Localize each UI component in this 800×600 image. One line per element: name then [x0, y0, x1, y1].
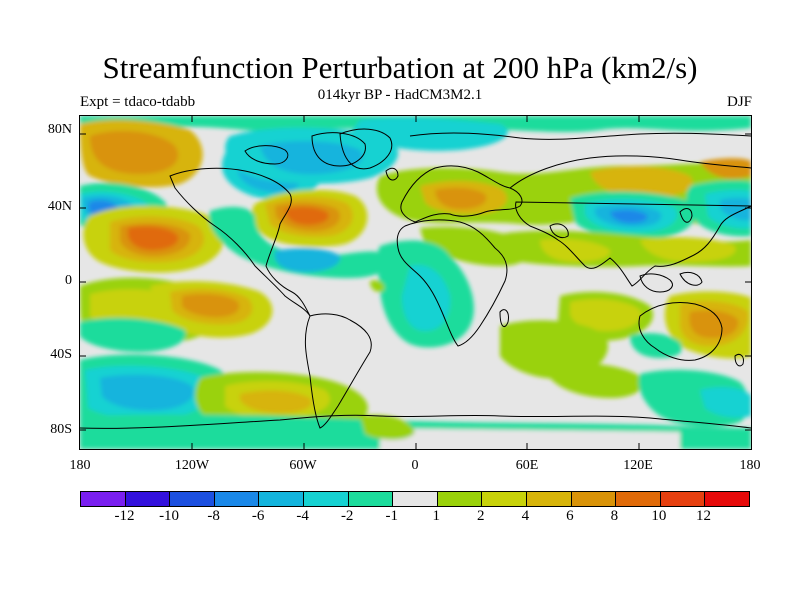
colorbar-box — [303, 492, 349, 506]
colorbar-box — [616, 492, 661, 506]
colorbar-box — [81, 492, 126, 506]
x-tick-label: 120W — [174, 458, 210, 473]
colorbar-label: -1 — [385, 508, 398, 524]
colorbar — [80, 491, 750, 507]
coastlines — [80, 128, 751, 429]
colorbar-box — [660, 492, 706, 506]
colorbar-label: 12 — [695, 508, 711, 524]
colorbar-box — [348, 492, 394, 506]
season-label: DJF — [726, 94, 752, 110]
colorbar-box — [705, 492, 749, 506]
colorbar-label: 8 — [610, 508, 619, 524]
colorbar-label: 10 — [651, 508, 667, 524]
colorbar-label: 6 — [566, 508, 574, 524]
axis-ticks — [80, 116, 751, 449]
y-tick-label: 80N — [47, 122, 72, 137]
x-tick-label: 60E — [515, 458, 539, 473]
colorbar-label: -8 — [207, 508, 220, 524]
y-tick-label: 40S — [50, 347, 72, 362]
x-tick-label: 0 — [411, 458, 419, 473]
colorbar-box — [214, 492, 260, 506]
colorbar-label: 2 — [477, 508, 485, 524]
colorbar-label: -2 — [340, 508, 354, 524]
y-tick-label: 80S — [50, 422, 72, 437]
colorbar-box — [259, 492, 304, 506]
experiment-label: Expt = tdaco-tdabb — [80, 94, 196, 110]
colorbar-label: -6 — [251, 508, 265, 524]
colorbar-box — [526, 492, 572, 506]
y-tick-label: 40N — [47, 199, 72, 214]
colorbar-box — [125, 492, 171, 506]
x-tick-label: 180 — [739, 458, 761, 473]
colorbar-label: 4 — [521, 508, 530, 524]
colorbar-label: -10 — [159, 508, 180, 524]
chart-title: Streamfunction Perturbation at 200 hPa (… — [102, 50, 698, 85]
colorbar-box — [437, 492, 483, 506]
y-tick-label: 0 — [65, 273, 72, 288]
streamfunction-field — [80, 116, 751, 449]
x-tick-label: 180 — [69, 458, 91, 473]
colorbar-box — [170, 492, 215, 506]
colorbar-box — [571, 492, 617, 506]
x-tick-label: 60W — [289, 458, 317, 473]
colorbar-label: 1 — [432, 508, 441, 524]
chart-subtitle: 014kyr BP - HadCM3M2.1 — [317, 87, 483, 103]
x-tick-label: 120E — [623, 458, 653, 473]
colorbar-label: -4 — [296, 508, 309, 524]
colorbar-box — [482, 492, 527, 506]
colorbar-box — [393, 492, 438, 506]
colorbar-label: -12 — [114, 508, 135, 524]
map-panel — [79, 115, 752, 450]
